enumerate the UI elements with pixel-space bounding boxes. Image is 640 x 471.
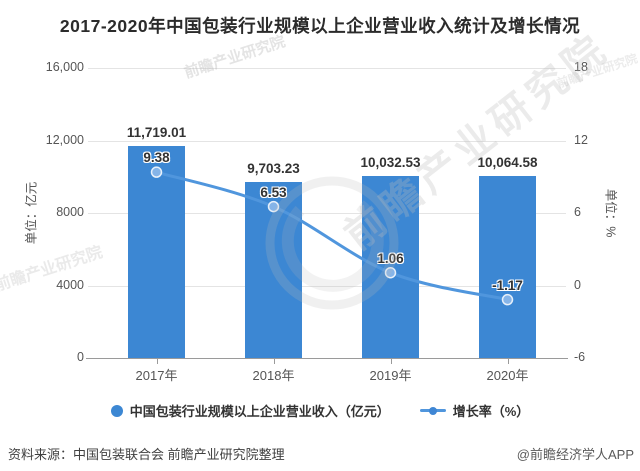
x-axis-tick [156,359,158,364]
line-value-label: -1.17 [492,277,523,293]
x-axis-tick [273,359,275,364]
x-axis-line [86,358,568,359]
right-axis-tick-label: 6 [574,205,581,219]
legend-circle-marker-icon [110,404,123,417]
left-axis-tick-label: 12,000 [45,132,84,147]
line-value-label: 6.53 [260,184,287,200]
line-point [384,266,397,279]
right-axis-tick-label: 0 [574,277,581,292]
legend-item-growth-rate: 增长率（%） [419,401,530,420]
left-axis-tick-label: 8000 [56,205,84,219]
left-axis-tick-label: 16,000 [45,60,84,74]
legend-line-dot-marker-icon [419,406,446,415]
legend-item-revenue: 中国包装行业规模以上企业营业收入（亿元） [110,401,390,420]
bar-2017年 [128,145,185,358]
gridline [88,140,566,142]
x-axis-label: 2019年 [369,368,412,383]
source-note: 资料来源：中国包装联合会 前瞻产业研究院整理 [8,447,285,462]
x-axis-label: 2020年 [486,368,529,383]
bar-2020年 [479,175,536,358]
x-axis-label: 2018年 [252,368,295,383]
line-value-label: 1.06 [377,250,404,266]
gridline [88,285,566,287]
x-axis-label: 2017年 [135,368,178,383]
bar-value-label: 11,719.01 [126,124,187,140]
right-axis-tick-label: -6 [574,350,586,364]
brand-note: @前瞻经济学人APP [516,447,634,462]
bar-value-label: 10,032.53 [360,155,421,171]
right-axis-tick-label: 12 [574,132,588,147]
line-point [267,200,280,213]
right-axis-tick-label: 18 [574,60,588,74]
bar-value-label: 9,703.23 [247,161,300,177]
x-axis-tick [390,359,392,364]
line-point [501,293,514,306]
gridline [88,68,566,69]
legend-label-growth-rate: 增长率（%） [452,404,530,419]
legend: 中国包装行业规模以上企业营业收入（亿元） 增长率（%） [0,401,640,420]
left-axis-tick-label: 4000 [56,277,84,292]
line-value-label: 9.38 [143,150,170,166]
line-point [150,166,163,178]
left-axis-tick-label: 0 [77,350,84,364]
x-axis-tick [507,359,509,364]
footer: 资料来源：中国包装联合会 前瞻产业研究院整理 @前瞻经济学人APP [8,444,634,463]
legend-label-revenue: 中国包装行业规模以上企业营业收入（亿元） [129,404,390,419]
chart-title: 2017-2020年中国包装行业规模以上企业营业收入统计及增长情况 [59,16,581,36]
growth-rate-line [156,170,508,302]
bar-value-label: 10,064.58 [477,154,538,170]
gridline [88,213,566,214]
